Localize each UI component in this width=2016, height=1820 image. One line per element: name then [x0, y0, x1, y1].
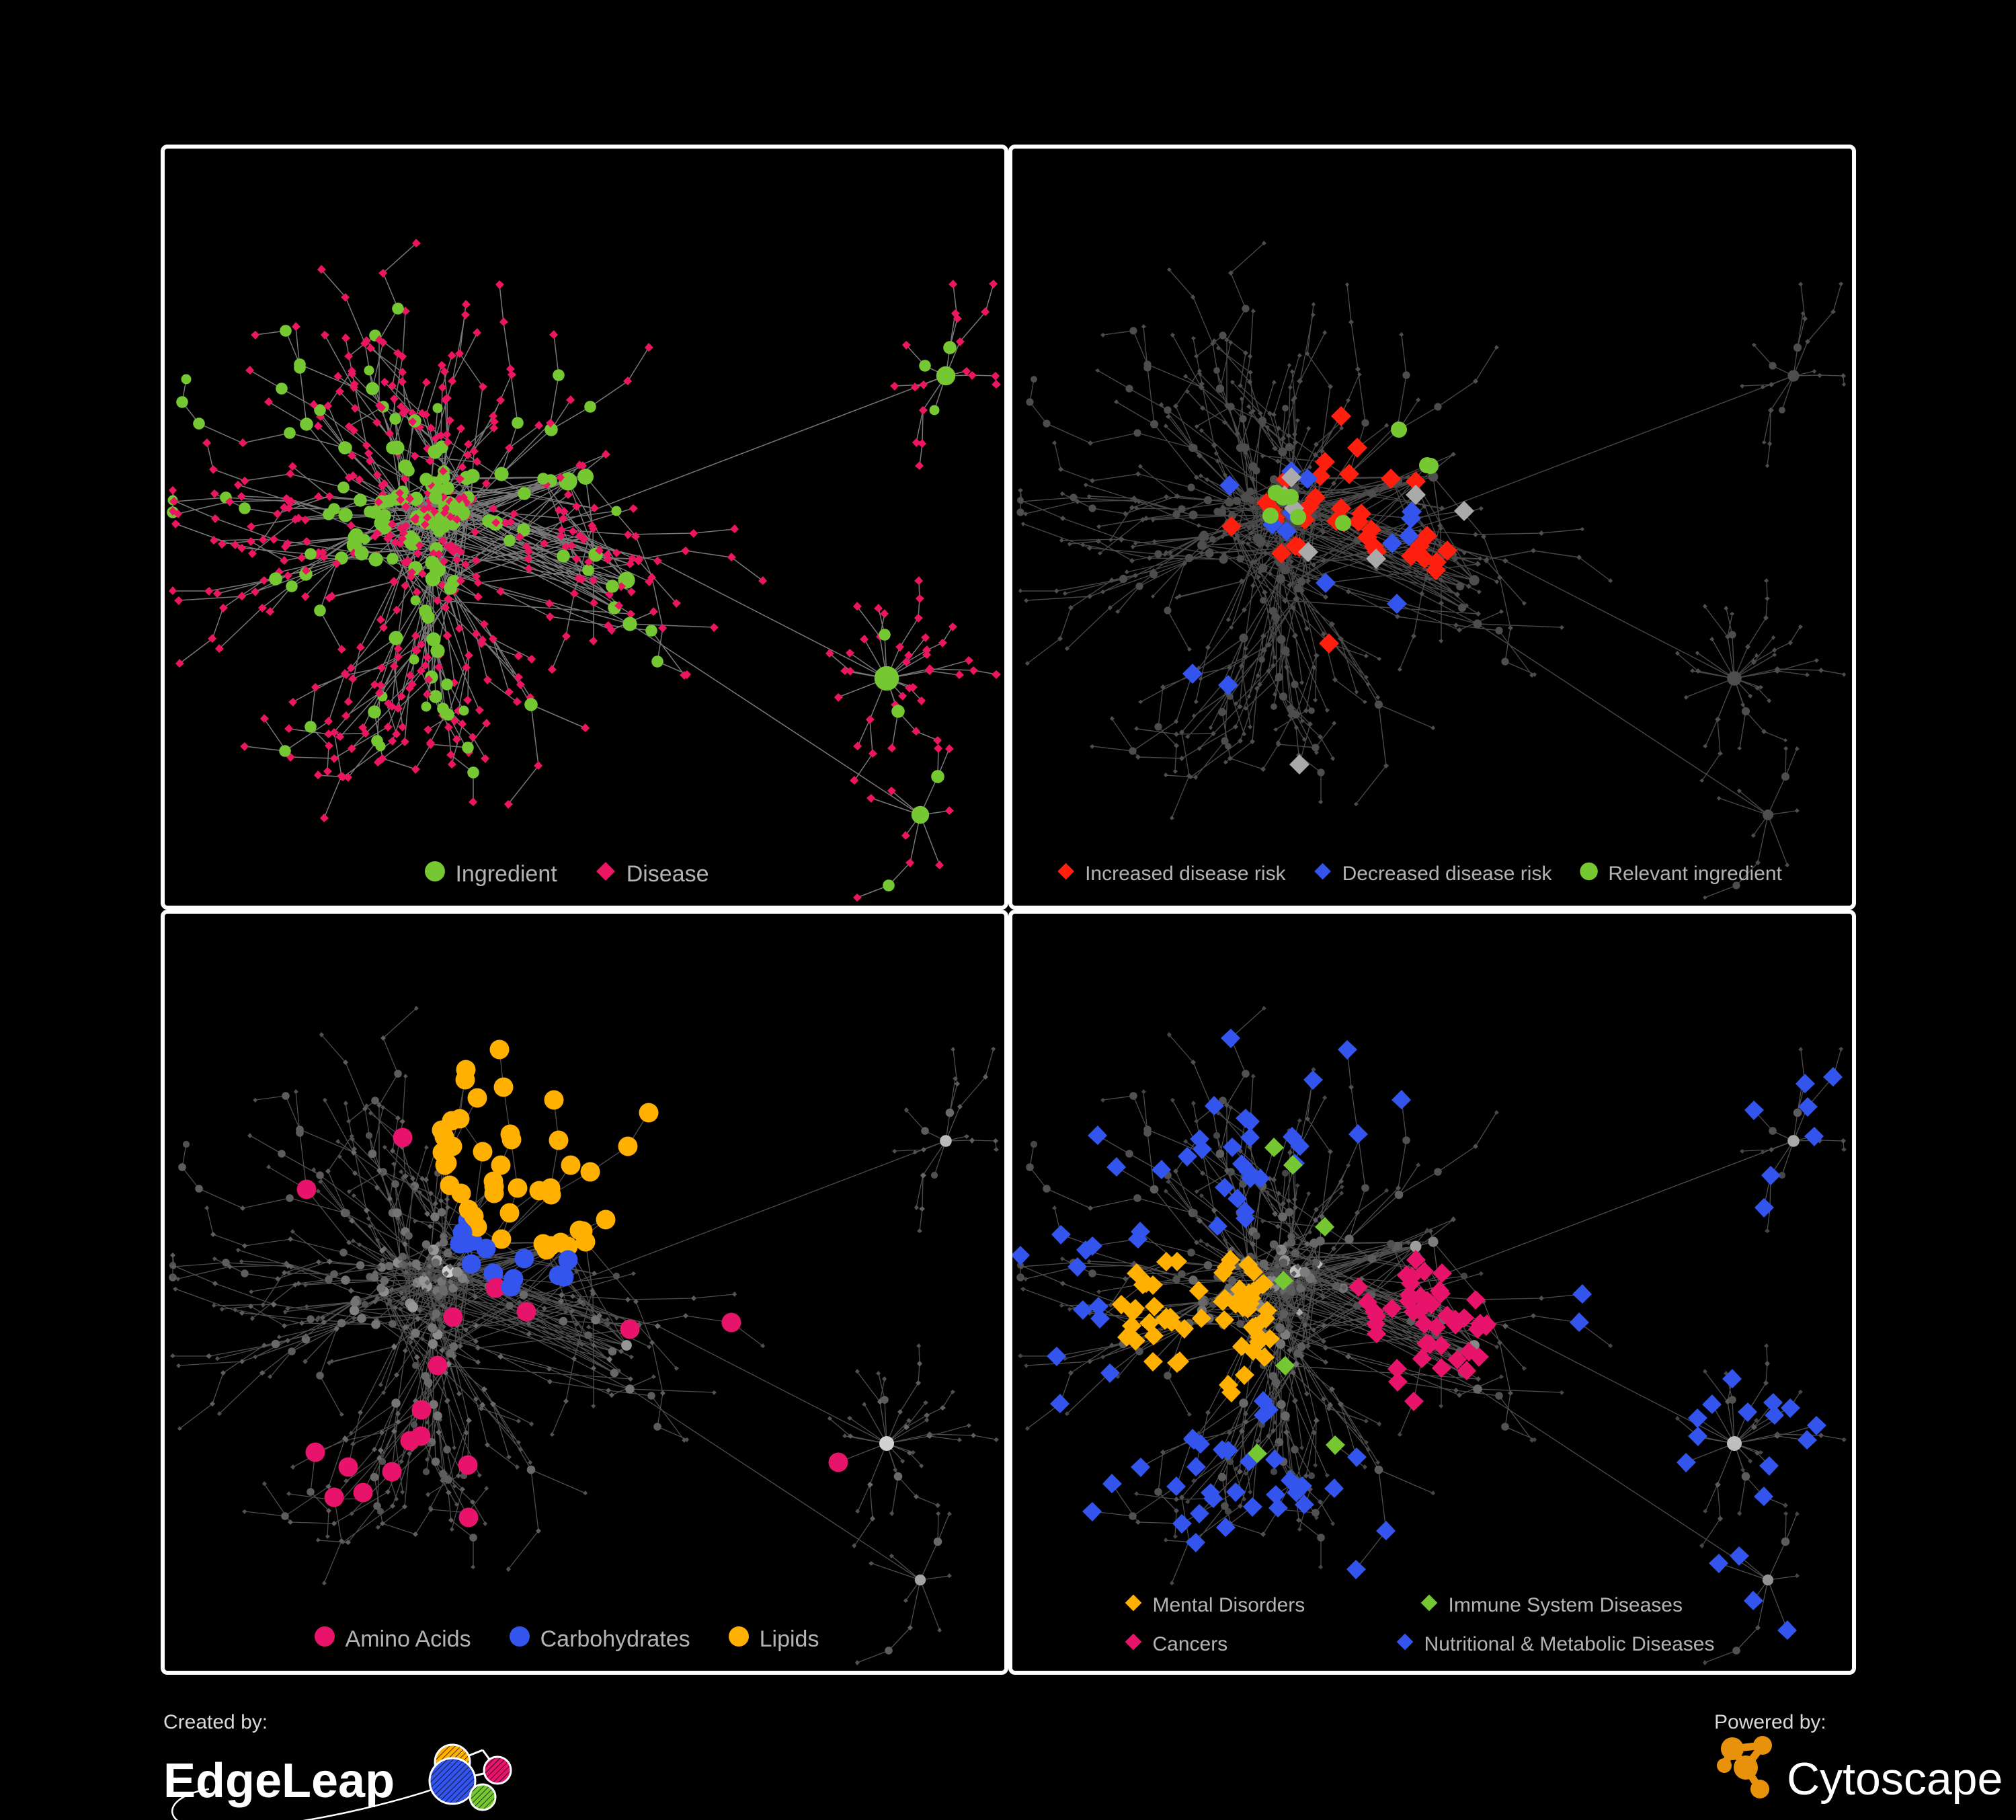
svg-text:EdgeLeap: EdgeLeap [163, 1754, 395, 1808]
svg-text:Cytoscape: Cytoscape [1787, 1753, 2003, 1805]
